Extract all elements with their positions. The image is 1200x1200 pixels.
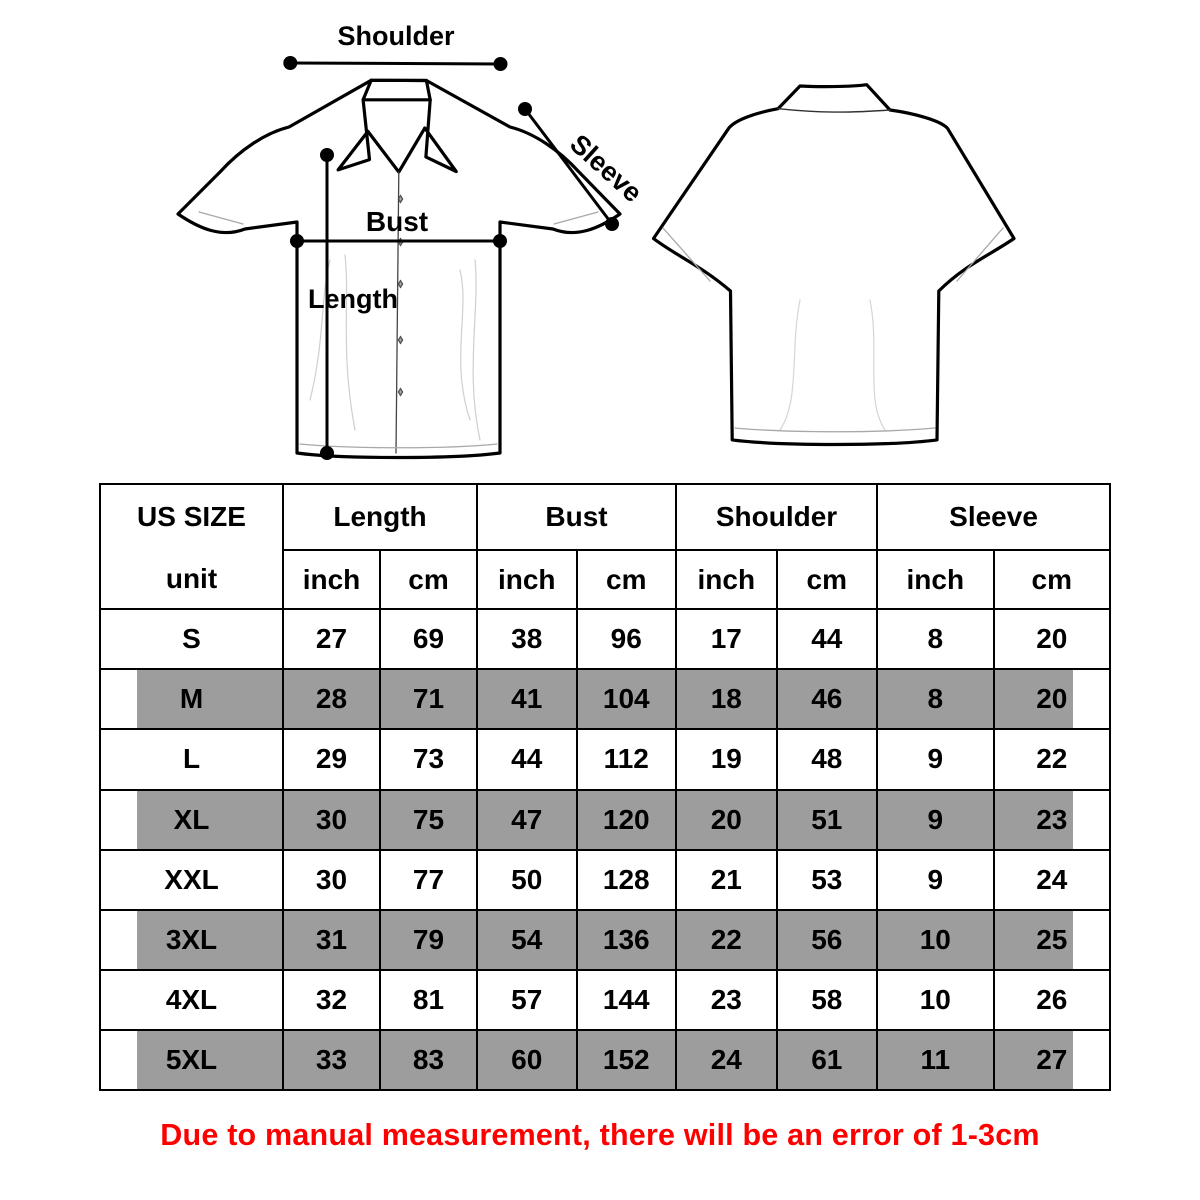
svg-text:Bust: Bust (366, 206, 428, 237)
svg-text:Length: Length (308, 284, 398, 314)
svg-text:Shoulder: Shoulder (337, 21, 454, 51)
